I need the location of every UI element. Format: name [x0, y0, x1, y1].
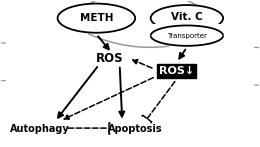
Text: Vit. C: Vit. C [171, 12, 203, 22]
Text: ROS: ROS [95, 52, 123, 65]
Ellipse shape [57, 4, 135, 33]
Text: Transporter: Transporter [167, 33, 207, 39]
Text: METH: METH [80, 13, 113, 23]
FancyArrowPatch shape [78, 0, 205, 11]
Text: ROS↓: ROS↓ [159, 66, 194, 76]
Text: Apoptosis: Apoptosis [108, 124, 162, 134]
FancyBboxPatch shape [148, 24, 226, 36]
FancyArrowPatch shape [89, 34, 169, 47]
Ellipse shape [151, 5, 223, 31]
Ellipse shape [151, 25, 223, 46]
Text: Autophagy: Autophagy [10, 124, 69, 134]
